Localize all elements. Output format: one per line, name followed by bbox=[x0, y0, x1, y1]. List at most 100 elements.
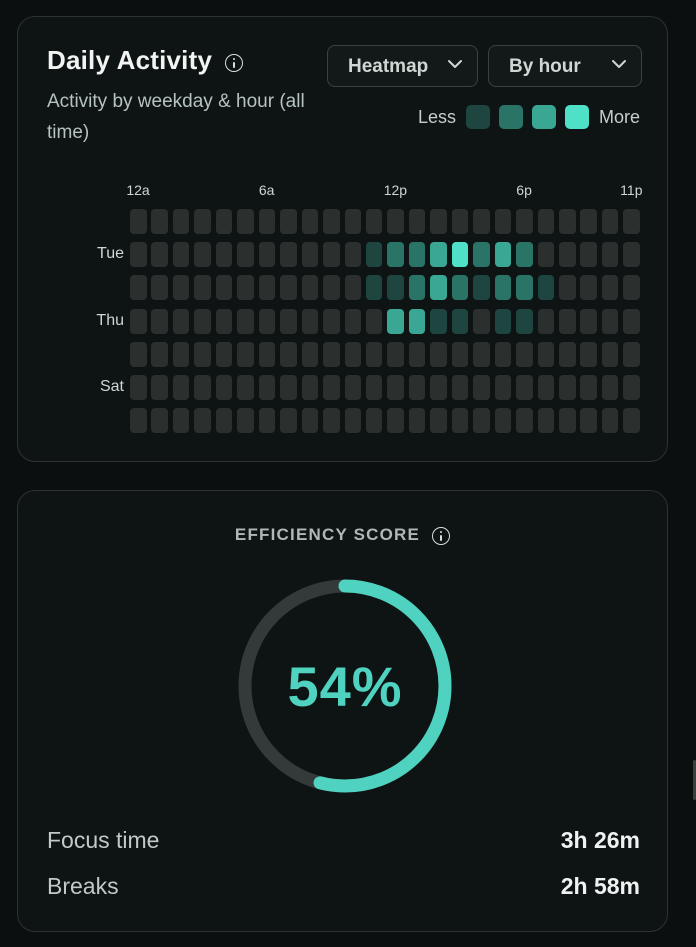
heatmap-cell[interactable] bbox=[215, 375, 233, 400]
heatmap-cell[interactable] bbox=[172, 275, 190, 301]
heatmap-cell[interactable] bbox=[237, 242, 254, 268]
heatmap-cell[interactable] bbox=[408, 209, 426, 234]
heatmap-cell[interactable] bbox=[494, 341, 512, 367]
heatmap-cell[interactable] bbox=[215, 209, 233, 234]
heatmap-cell[interactable] bbox=[280, 408, 297, 434]
heatmap-cell[interactable] bbox=[365, 308, 383, 334]
heatmap-cell[interactable] bbox=[323, 275, 340, 301]
heatmap-cell[interactable] bbox=[151, 375, 168, 400]
heatmap-cell[interactable] bbox=[130, 209, 147, 234]
heatmap-cell[interactable] bbox=[473, 275, 490, 301]
heatmap-cell[interactable] bbox=[623, 308, 640, 334]
heatmap-cell[interactable] bbox=[280, 275, 297, 301]
heatmap-cell[interactable] bbox=[601, 341, 619, 367]
heatmap-cell[interactable] bbox=[387, 375, 404, 400]
heatmap-cell[interactable] bbox=[301, 209, 319, 234]
heatmap-cell[interactable] bbox=[451, 375, 469, 400]
heatmap-cell[interactable] bbox=[601, 308, 619, 334]
heatmap-cell[interactable] bbox=[301, 242, 319, 268]
heatmap-cell[interactable] bbox=[151, 408, 168, 434]
heatmap-cell[interactable] bbox=[237, 308, 254, 334]
heatmap-cell[interactable] bbox=[237, 375, 254, 400]
heatmap-cell[interactable] bbox=[516, 341, 533, 367]
heatmap-cell[interactable] bbox=[237, 209, 254, 234]
heatmap-cell[interactable] bbox=[365, 375, 383, 400]
heatmap-cell[interactable] bbox=[258, 242, 276, 268]
heatmap-cell[interactable] bbox=[430, 308, 447, 334]
group-select[interactable]: By hour bbox=[488, 45, 642, 87]
heatmap-cell[interactable] bbox=[387, 242, 404, 268]
heatmap-cell[interactable] bbox=[430, 209, 447, 234]
heatmap-cell[interactable] bbox=[601, 209, 619, 234]
heatmap-cell[interactable] bbox=[194, 242, 211, 268]
heatmap-cell[interactable] bbox=[172, 242, 190, 268]
info-icon[interactable] bbox=[225, 54, 243, 72]
heatmap-cell[interactable] bbox=[344, 408, 361, 434]
heatmap-cell[interactable] bbox=[623, 209, 640, 234]
heatmap-cell[interactable] bbox=[623, 275, 640, 301]
heatmap-cell[interactable] bbox=[365, 341, 383, 367]
heatmap-cell[interactable] bbox=[537, 209, 555, 234]
heatmap-cell[interactable] bbox=[451, 275, 469, 301]
heatmap-cell[interactable] bbox=[151, 275, 168, 301]
heatmap-cell[interactable] bbox=[494, 242, 512, 268]
heatmap-cell[interactable] bbox=[430, 242, 447, 268]
heatmap-cell[interactable] bbox=[516, 408, 533, 434]
heatmap-cell[interactable] bbox=[344, 209, 361, 234]
heatmap-cell[interactable] bbox=[580, 275, 597, 301]
heatmap-cell[interactable] bbox=[408, 375, 426, 400]
heatmap-cell[interactable] bbox=[344, 242, 361, 268]
heatmap-cell[interactable] bbox=[151, 308, 168, 334]
heatmap-cell[interactable] bbox=[323, 408, 340, 434]
heatmap-cell[interactable] bbox=[559, 242, 576, 268]
heatmap-cell[interactable] bbox=[408, 341, 426, 367]
heatmap-cell[interactable] bbox=[494, 375, 512, 400]
heatmap-cell[interactable] bbox=[344, 275, 361, 301]
heatmap-cell[interactable] bbox=[494, 308, 512, 334]
heatmap-cell[interactable] bbox=[194, 341, 211, 367]
heatmap-cell[interactable] bbox=[387, 308, 404, 334]
heatmap-cell[interactable] bbox=[408, 308, 426, 334]
heatmap-cell[interactable] bbox=[559, 308, 576, 334]
heatmap-cell[interactable] bbox=[323, 209, 340, 234]
heatmap-cell[interactable] bbox=[473, 341, 490, 367]
heatmap-cell[interactable] bbox=[258, 308, 276, 334]
heatmap-cell[interactable] bbox=[580, 341, 597, 367]
info-icon[interactable] bbox=[432, 527, 451, 545]
heatmap-cell[interactable] bbox=[623, 375, 640, 400]
heatmap-cell[interactable] bbox=[559, 341, 576, 367]
heatmap-cell[interactable] bbox=[537, 242, 555, 268]
heatmap-cell[interactable] bbox=[323, 308, 340, 334]
heatmap-cell[interactable] bbox=[215, 308, 233, 334]
heatmap-cell[interactable] bbox=[130, 275, 147, 301]
heatmap-cell[interactable] bbox=[280, 375, 297, 400]
heatmap-cell[interactable] bbox=[387, 209, 404, 234]
heatmap-cell[interactable] bbox=[365, 275, 383, 301]
heatmap-cell[interactable] bbox=[172, 341, 190, 367]
heatmap-cell[interactable] bbox=[258, 408, 276, 434]
heatmap-cell[interactable] bbox=[494, 275, 512, 301]
heatmap-cell[interactable] bbox=[430, 408, 447, 434]
page-scrollbar[interactable] bbox=[693, 760, 696, 800]
heatmap-cell[interactable] bbox=[516, 209, 533, 234]
heatmap-cell[interactable] bbox=[516, 308, 533, 334]
heatmap-cell[interactable] bbox=[387, 341, 404, 367]
heatmap-cell[interactable] bbox=[494, 209, 512, 234]
heatmap-cell[interactable] bbox=[172, 408, 190, 434]
heatmap-cell[interactable] bbox=[537, 375, 555, 400]
heatmap-cell[interactable] bbox=[516, 275, 533, 301]
heatmap-cell[interactable] bbox=[151, 242, 168, 268]
heatmap-cell[interactable] bbox=[280, 242, 297, 268]
heatmap-cell[interactable] bbox=[323, 242, 340, 268]
heatmap-cell[interactable] bbox=[387, 408, 404, 434]
heatmap-cell[interactable] bbox=[172, 375, 190, 400]
heatmap-cell[interactable] bbox=[323, 375, 340, 400]
heatmap-cell[interactable] bbox=[365, 209, 383, 234]
heatmap-cell[interactable] bbox=[494, 408, 512, 434]
heatmap-cell[interactable] bbox=[130, 308, 147, 334]
heatmap-cell[interactable] bbox=[473, 375, 490, 400]
heatmap-cell[interactable] bbox=[473, 308, 490, 334]
heatmap-cell[interactable] bbox=[172, 308, 190, 334]
heatmap-cell[interactable] bbox=[301, 275, 319, 301]
heatmap-cell[interactable] bbox=[537, 308, 555, 334]
